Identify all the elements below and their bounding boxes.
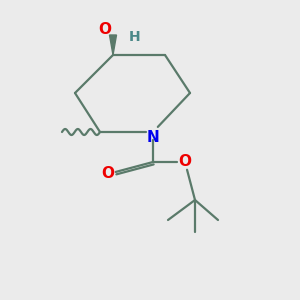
Text: N: N xyxy=(147,130,159,145)
Text: O: O xyxy=(101,167,115,182)
Text: H: H xyxy=(129,30,141,44)
Text: O: O xyxy=(178,154,191,169)
Polygon shape xyxy=(110,35,116,55)
Text: O: O xyxy=(98,22,112,38)
